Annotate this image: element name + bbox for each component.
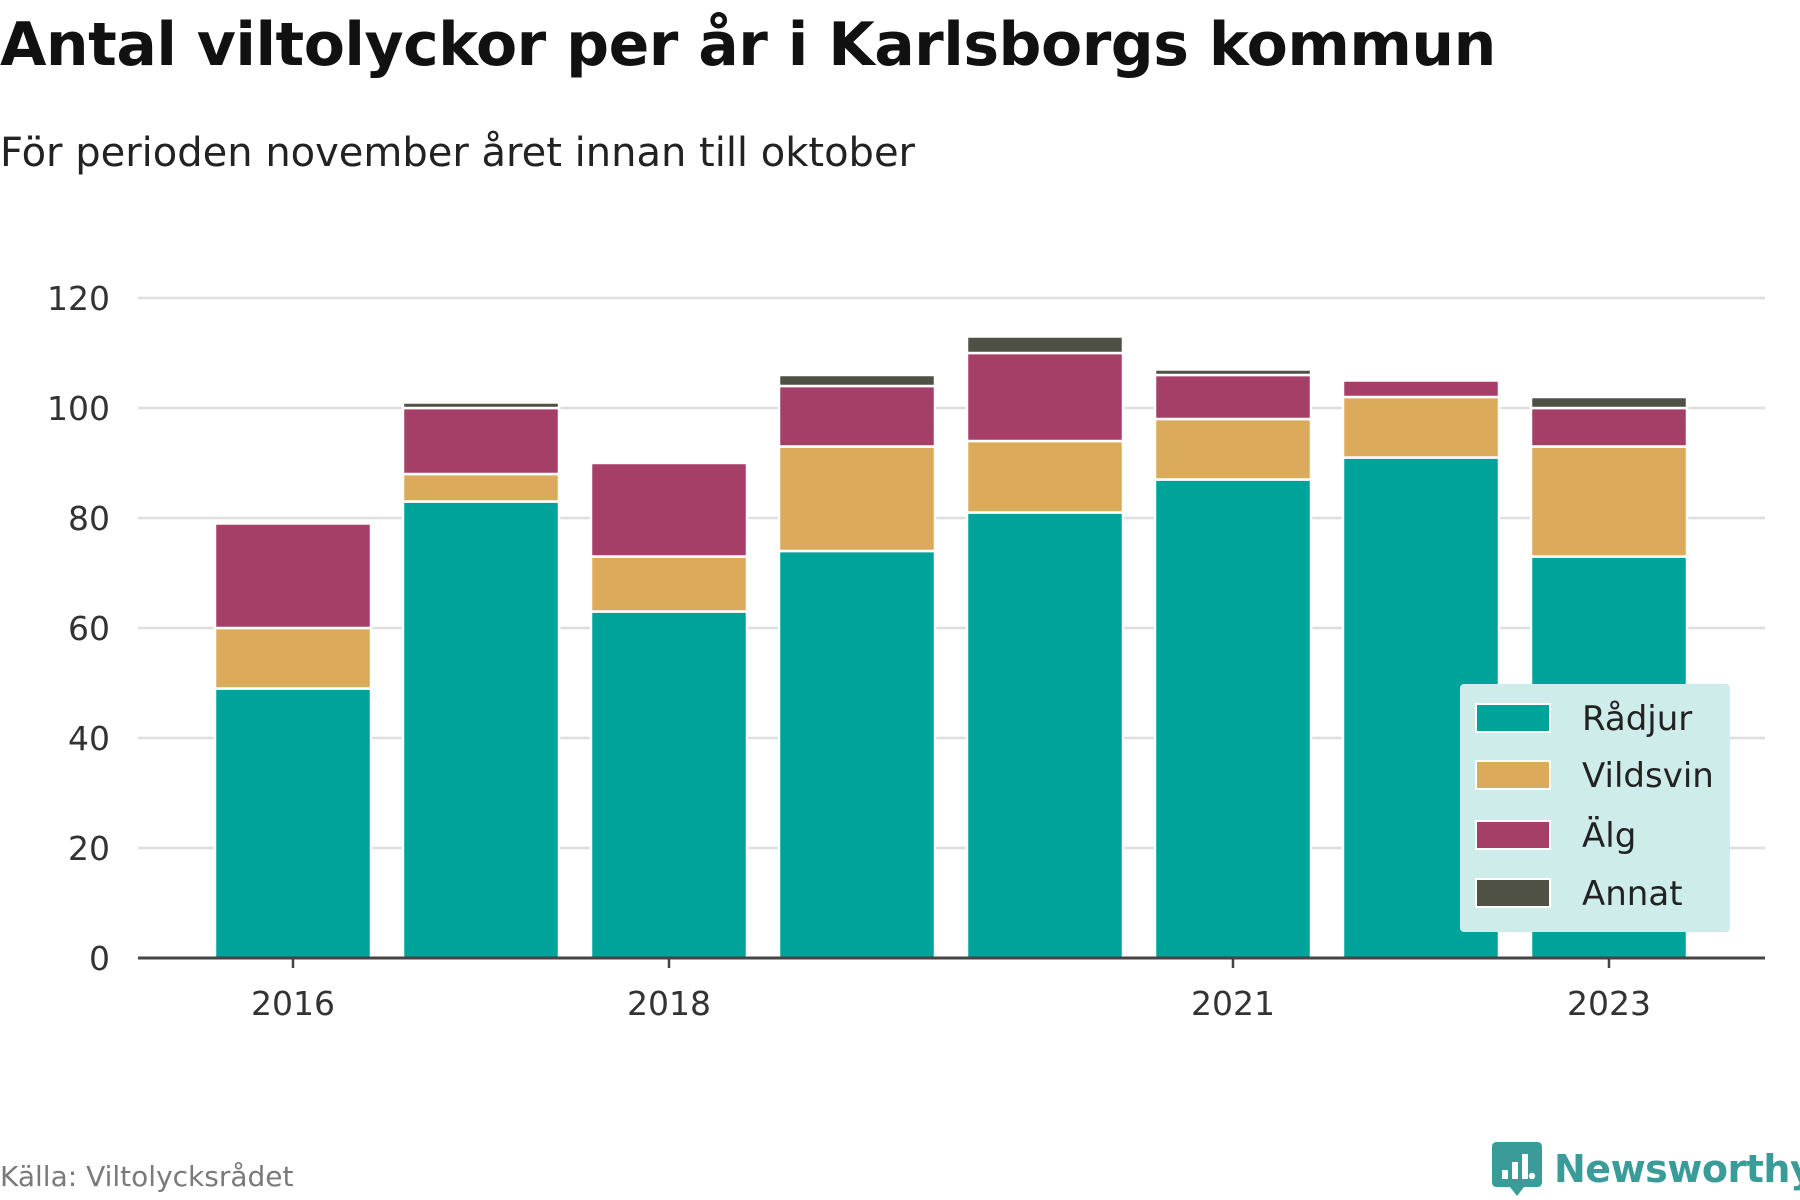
bar-segment (777, 445, 937, 553)
chart-subtitle: För perioden november året innan till ok… (0, 130, 915, 176)
bar-segment (589, 555, 749, 613)
bar-segment (1153, 373, 1313, 421)
bar-segment (213, 687, 373, 960)
bar-segment (1153, 368, 1313, 377)
bar-segment (1529, 395, 1689, 410)
y-tick-label: 120 (47, 279, 110, 318)
y-tick-label: 40 (68, 719, 110, 758)
bar-stack-2017 (401, 401, 561, 960)
bar-segment (213, 626, 373, 690)
bar-stack-2020 (965, 335, 1125, 960)
bars (213, 335, 1689, 960)
legend-label: Annat (1582, 874, 1683, 914)
legend-label: Vildsvin (1582, 756, 1714, 796)
y-tick-label: 0 (89, 939, 110, 978)
bar-stack-2019 (777, 373, 937, 960)
legend-swatch (1475, 878, 1551, 908)
x-tick-label: 2016 (251, 984, 335, 1023)
bar-stack-2018 (589, 461, 749, 960)
bar-segment (1153, 478, 1313, 960)
y-tick-label: 80 (68, 499, 110, 538)
bar-segment (965, 351, 1125, 443)
bar-segment (401, 500, 561, 960)
brand-mark: Newsworthy (1492, 1142, 1800, 1196)
bar-segment (1529, 445, 1689, 558)
y-tick-label: 60 (68, 609, 110, 648)
legend-swatch (1475, 760, 1551, 790)
bar-segment (401, 406, 561, 476)
y-tick-label: 100 (47, 389, 110, 428)
bar-segment (401, 472, 561, 503)
legend: Rådjur Vildsvin Älg Annat (1460, 684, 1730, 932)
bar-stack-2016 (213, 522, 373, 960)
bar-segment (401, 401, 561, 410)
bar-segment (777, 373, 937, 388)
chart-title: Antal viltolyckor per år i Karlsborgs ko… (0, 10, 1496, 80)
legend-swatch (1475, 703, 1551, 733)
bar-segment (589, 461, 749, 558)
newsworthy-logo-icon (1492, 1142, 1542, 1196)
legend-box (1460, 684, 1730, 932)
bar-segment (965, 335, 1125, 355)
bar-segment (1153, 417, 1313, 481)
source-label: Källa: Viltolycksrådet (0, 1160, 294, 1193)
bar-segment (1341, 395, 1501, 459)
bar-segment (965, 511, 1125, 960)
x-tick-label: 2018 (627, 984, 711, 1023)
x-tick-label: 2023 (1567, 984, 1651, 1023)
bar-segment (965, 439, 1125, 514)
bar-segment (777, 384, 937, 448)
bar-stack-2021 (1153, 368, 1313, 960)
bar-segment (1529, 406, 1689, 448)
x-tick-label: 2021 (1191, 984, 1275, 1023)
bar-segment (777, 549, 937, 960)
legend-label: Rådjur (1582, 699, 1692, 739)
bar-segment (1341, 379, 1501, 399)
legend-swatch (1475, 820, 1551, 850)
brand-name: Newsworthy (1554, 1147, 1800, 1191)
y-tick-label: 20 (68, 829, 110, 868)
legend-label: Älg (1582, 816, 1636, 856)
bar-segment (589, 610, 749, 960)
bar-segment (213, 522, 373, 630)
axes: 0 20 40 60 80 100 120 2016 2018 2021 2023 (47, 279, 1765, 1023)
